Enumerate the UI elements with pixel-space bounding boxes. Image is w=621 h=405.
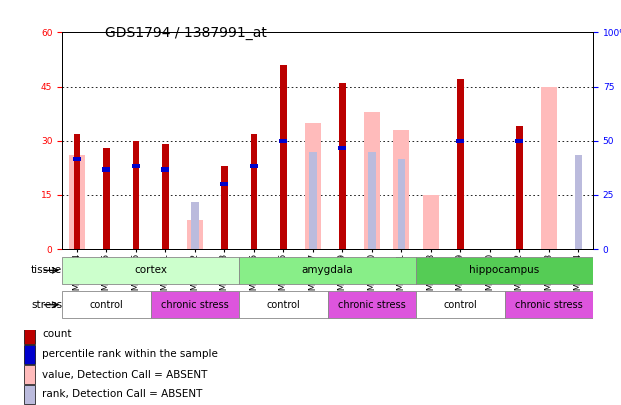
Bar <box>133 141 139 249</box>
Bar <box>62 257 239 284</box>
Bar <box>397 159 405 249</box>
Bar <box>574 155 582 249</box>
Text: rank, Detection Call = ABSENT: rank, Detection Call = ABSENT <box>42 389 202 399</box>
Bar <box>279 139 288 143</box>
Bar <box>504 291 593 318</box>
Bar <box>132 164 140 168</box>
Bar <box>339 83 345 249</box>
Text: chronic stress: chronic stress <box>338 300 406 310</box>
Bar <box>456 139 465 143</box>
Bar <box>24 385 35 403</box>
Bar <box>239 291 328 318</box>
Bar <box>364 112 380 249</box>
Text: percentile rank within the sample: percentile rank within the sample <box>42 350 218 359</box>
Bar <box>102 167 111 172</box>
Bar <box>541 87 557 249</box>
Bar <box>187 220 203 249</box>
Text: count: count <box>42 329 72 339</box>
Text: GDS1794 / 1387991_at: GDS1794 / 1387991_at <box>106 26 267 40</box>
Text: stress: stress <box>31 300 62 310</box>
Bar <box>280 65 286 249</box>
Text: hippocampus: hippocampus <box>469 265 540 275</box>
Bar <box>73 157 81 161</box>
Bar <box>220 182 229 186</box>
Text: value, Detection Call = ABSENT: value, Detection Call = ABSENT <box>42 370 207 379</box>
Bar <box>457 79 463 249</box>
Bar <box>416 257 593 284</box>
Bar <box>24 345 35 364</box>
Bar <box>69 155 85 249</box>
Bar <box>24 325 35 343</box>
Bar <box>150 291 239 318</box>
Bar <box>250 164 258 168</box>
Bar <box>393 130 409 249</box>
Bar <box>309 151 317 249</box>
Bar <box>305 123 321 249</box>
Bar <box>328 291 416 318</box>
Bar <box>162 144 168 249</box>
Bar <box>423 195 439 249</box>
Bar <box>103 148 109 249</box>
Text: control: control <box>266 300 300 310</box>
Text: chronic stress: chronic stress <box>161 300 229 310</box>
Text: control: control <box>443 300 477 310</box>
Text: chronic stress: chronic stress <box>515 300 582 310</box>
Bar <box>161 167 170 172</box>
Bar <box>368 151 376 249</box>
Bar <box>516 126 522 249</box>
Text: control: control <box>89 300 123 310</box>
Text: cortex: cortex <box>134 265 167 275</box>
Bar <box>24 365 35 384</box>
Bar <box>515 139 524 143</box>
Bar <box>251 134 257 249</box>
Bar <box>191 202 199 249</box>
Bar <box>221 166 227 249</box>
Bar <box>416 291 504 318</box>
Bar <box>239 257 416 284</box>
Bar <box>74 134 80 249</box>
Bar <box>338 146 347 150</box>
Text: amygdala: amygdala <box>302 265 353 275</box>
Text: tissue: tissue <box>31 265 62 275</box>
Bar <box>62 291 150 318</box>
